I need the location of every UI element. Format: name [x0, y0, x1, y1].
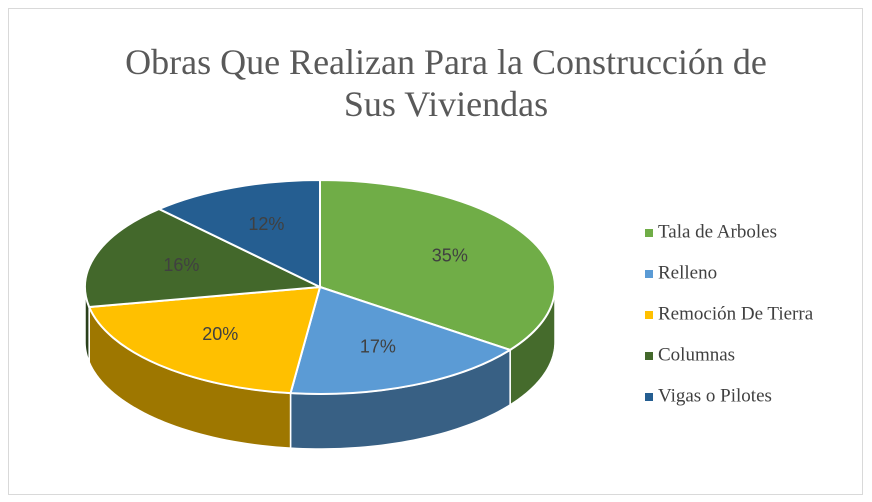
- slice: [319, 178, 556, 351]
- chart-title: Obras Que Realizan Para la Construcción …: [125, 42, 767, 82]
- legend-swatch: [645, 229, 653, 237]
- legend-label: Remoción De Tierra: [658, 303, 814, 324]
- slice: [84, 207, 324, 309]
- chart-title: Sus Viviendas: [344, 84, 548, 124]
- legend-swatch: [645, 352, 653, 360]
- legend-label: Relleno: [658, 262, 717, 283]
- legend-swatch: [645, 393, 653, 401]
- data-label: 17%: [360, 337, 396, 357]
- slice: [156, 178, 321, 289]
- legend-swatch: [645, 311, 653, 319]
- legend-label: Tala de Arboles: [658, 221, 777, 242]
- legend-label: Vigas o Pilotes: [658, 385, 772, 406]
- data-label: 35%: [432, 246, 468, 266]
- data-label: 20%: [202, 324, 238, 344]
- legend-swatch: [645, 270, 653, 278]
- data-label: 16%: [163, 255, 199, 275]
- data-label: 12%: [248, 214, 284, 234]
- legend-label: Columnas: [658, 344, 735, 365]
- slice: [87, 285, 322, 395]
- slice: [289, 285, 513, 395]
